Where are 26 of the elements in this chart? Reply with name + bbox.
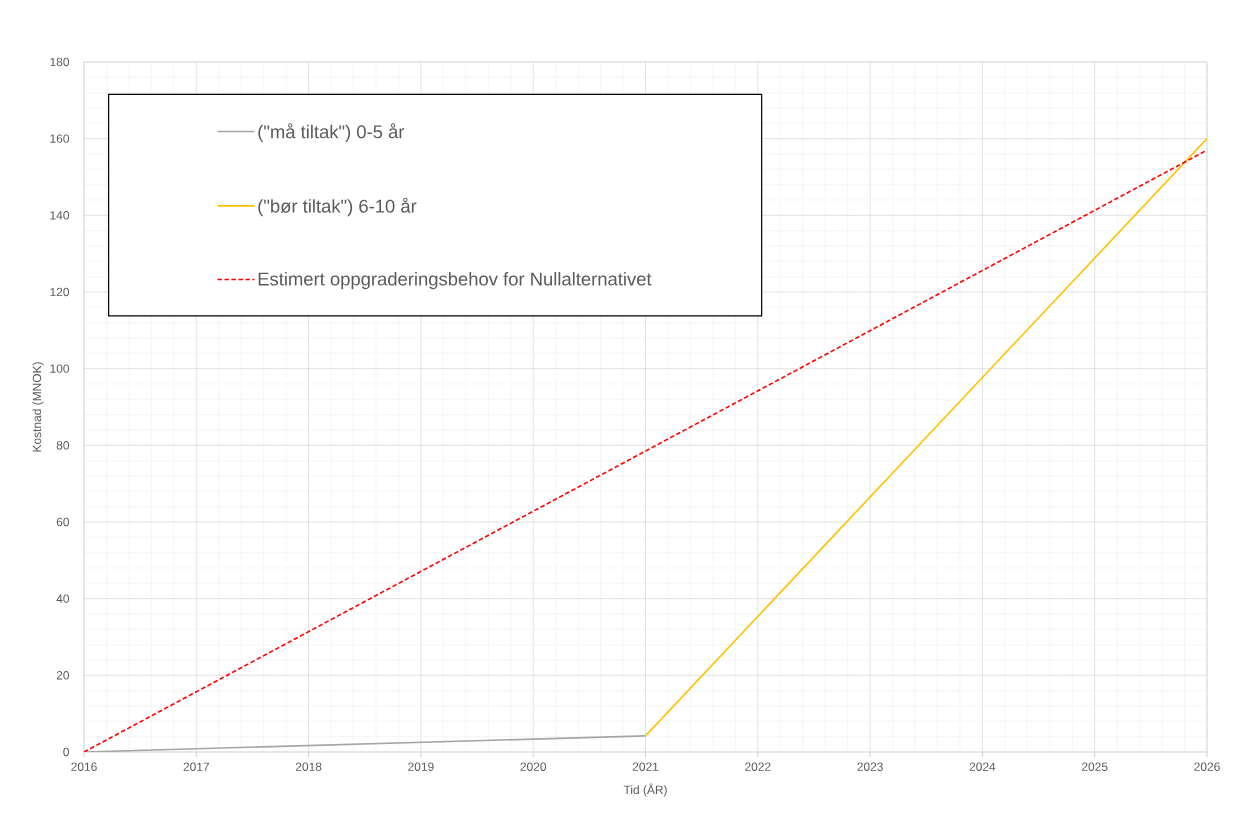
x-tick-label: 2019 (408, 762, 434, 771)
legend-label: ("må tiltak") 0-5 år (258, 123, 405, 142)
y-tick-label: 180 (50, 57, 70, 67)
y-tick-label: 60 (56, 517, 70, 527)
x-tick-label: 2018 (295, 762, 322, 771)
y-tick-label: 0 (63, 747, 70, 757)
x-tick-label: 2017 (183, 762, 209, 771)
y-tick-label: 80 (56, 441, 70, 450)
x-tick-label: 2024 (969, 762, 996, 771)
x-tick-label: 2020 (520, 762, 547, 771)
legend-label: ("bør tiltak") 6-10 år (258, 197, 417, 217)
y-tick-label: 100 (50, 364, 70, 373)
x-tick-label: 2016 (71, 762, 97, 771)
x-tick-label: 2021 (632, 762, 659, 771)
x-tick-label: 2026 (1194, 762, 1220, 771)
y-tick-label: 40 (56, 594, 70, 603)
x-tick-label: 2023 (857, 762, 883, 771)
y-tick-label: 20 (56, 671, 70, 680)
y-axis-title: Kostnad (MNOK) (32, 362, 44, 452)
legend-label: Estimert oppgraderingsbehov for Nullalternativet (258, 272, 652, 290)
x-axis-title: Tid (ÅR) (623, 783, 667, 797)
y-tick-label: 140 (50, 211, 70, 220)
x-tick-label: 2025 (1082, 762, 1108, 771)
x-tick-label: 2022 (745, 762, 771, 771)
y-tick-label: 120 (50, 287, 70, 297)
y-tick-label: 160 (50, 134, 70, 143)
